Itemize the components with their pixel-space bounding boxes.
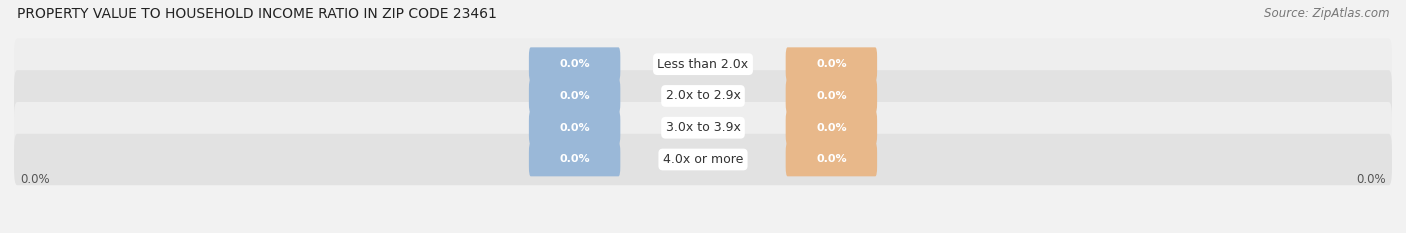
Text: 0.0%: 0.0% [560,91,591,101]
FancyBboxPatch shape [14,38,1392,90]
FancyBboxPatch shape [14,102,1392,154]
FancyBboxPatch shape [786,79,877,113]
Text: Less than 2.0x: Less than 2.0x [658,58,748,71]
Text: 0.0%: 0.0% [20,173,51,186]
FancyBboxPatch shape [786,111,877,144]
Text: 2.0x to 2.9x: 2.0x to 2.9x [665,89,741,103]
FancyBboxPatch shape [529,111,620,144]
FancyBboxPatch shape [529,143,620,176]
FancyBboxPatch shape [786,143,877,176]
Text: Source: ZipAtlas.com: Source: ZipAtlas.com [1264,7,1389,20]
Text: 0.0%: 0.0% [560,154,591,164]
Text: 0.0%: 0.0% [560,123,591,133]
FancyBboxPatch shape [14,134,1392,185]
FancyBboxPatch shape [14,70,1392,122]
Text: 0.0%: 0.0% [560,59,591,69]
Text: 0.0%: 0.0% [1355,173,1386,186]
FancyBboxPatch shape [529,79,620,113]
Text: PROPERTY VALUE TO HOUSEHOLD INCOME RATIO IN ZIP CODE 23461: PROPERTY VALUE TO HOUSEHOLD INCOME RATIO… [17,7,496,21]
FancyBboxPatch shape [786,47,877,81]
Text: 0.0%: 0.0% [815,91,846,101]
Text: 4.0x or more: 4.0x or more [662,153,744,166]
Text: 3.0x to 3.9x: 3.0x to 3.9x [665,121,741,134]
Text: 0.0%: 0.0% [815,123,846,133]
Text: 0.0%: 0.0% [815,154,846,164]
Text: 0.0%: 0.0% [815,59,846,69]
FancyBboxPatch shape [529,47,620,81]
